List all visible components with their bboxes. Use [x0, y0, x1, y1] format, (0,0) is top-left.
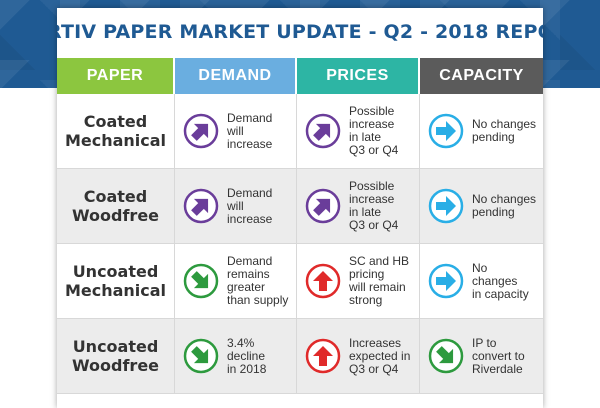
demand-text: 3.4% decline in 2018: [227, 335, 267, 376]
table-header-row: PAPER DEMAND PRICES CAPACITY: [57, 58, 543, 94]
table-body: Coated Mechanical Demand will increase P…: [57, 94, 543, 394]
header-paper: PAPER: [57, 58, 175, 94]
report-title: VERTIV PAPER MARKET UPDATE - Q2 - 2018 R…: [57, 21, 543, 43]
prices-text: Possible increase in late Q3 or Q4: [349, 104, 399, 157]
demand-cell: Demand remains greater than supply: [175, 244, 297, 318]
arrow-down-right-green-icon: [428, 338, 464, 374]
capacity-text: No changes pending: [472, 192, 537, 219]
demand-cell: Demand will increase: [175, 169, 297, 243]
paper-type-cell: Coated Woodfree: [57, 169, 175, 243]
arrow-up-red-icon: [305, 338, 341, 374]
paper-type-label: Coated Mechanical: [64, 112, 167, 150]
arrow-up-right-purple-icon: [183, 113, 219, 149]
paper-type-cell: Coated Mechanical: [57, 94, 175, 168]
arrow-down-right-green-icon: [183, 263, 219, 299]
arrow-down-right-green-icon: [183, 338, 219, 374]
capacity-cell: No changes in capacity: [420, 244, 543, 318]
arrow-up-red-icon: [305, 263, 341, 299]
prices-cell: Possible increase in late Q3 or Q4: [297, 169, 420, 243]
prices-text: SC and HB pricing will remain strong: [349, 254, 410, 307]
table-row: Uncoated Woodfree 3.4% decline in 2018 I…: [57, 319, 543, 394]
arrow-right-cyan-icon: [428, 113, 464, 149]
capacity-text: No changes in capacity: [472, 260, 529, 301]
capacity-cell: IP to convert to Riverdale: [420, 319, 543, 393]
table-row: Coated Mechanical Demand will increase P…: [57, 94, 543, 169]
arrow-up-right-purple-icon: [305, 188, 341, 224]
prices-text: Possible increase in late Q3 or Q4: [349, 179, 399, 232]
demand-cell: 3.4% decline in 2018: [175, 319, 297, 393]
prices-text: Increases expected in Q3 or Q4: [349, 335, 411, 376]
prices-cell: SC and HB pricing will remain strong: [297, 244, 420, 318]
table-row: Coated Woodfree Demand will increase Pos…: [57, 169, 543, 244]
table-row: Uncoated Mechanical Demand remains great…: [57, 244, 543, 319]
paper-type-label: Coated Woodfree: [71, 187, 160, 225]
paper-type-label: Uncoated Mechanical: [64, 262, 167, 300]
demand-cell: Demand will increase: [175, 94, 297, 168]
demand-text: Demand will increase: [227, 110, 273, 151]
header-capacity: CAPACITY: [420, 58, 543, 94]
arrow-up-right-purple-icon: [305, 113, 341, 149]
header-prices: PRICES: [297, 58, 420, 94]
demand-text: Demand remains greater than supply: [227, 254, 289, 307]
report-card: VERTIV PAPER MARKET UPDATE - Q2 - 2018 R…: [57, 8, 543, 408]
arrow-up-right-purple-icon: [183, 188, 219, 224]
capacity-cell: No changes pending: [420, 169, 543, 243]
prices-cell: Possible increase in late Q3 or Q4: [297, 94, 420, 168]
arrow-right-cyan-icon: [428, 188, 464, 224]
capacity-text: IP to convert to Riverdale: [472, 335, 525, 376]
header-demand: DEMAND: [175, 58, 297, 94]
paper-type-label: Uncoated Woodfree: [71, 337, 160, 375]
paper-type-cell: Uncoated Mechanical: [57, 244, 175, 318]
capacity-text: No changes pending: [472, 117, 537, 144]
prices-cell: Increases expected in Q3 or Q4: [297, 319, 420, 393]
paper-type-cell: Uncoated Woodfree: [57, 319, 175, 393]
demand-text: Demand will increase: [227, 185, 273, 226]
capacity-cell: No changes pending: [420, 94, 543, 168]
arrow-right-cyan-icon: [428, 263, 464, 299]
